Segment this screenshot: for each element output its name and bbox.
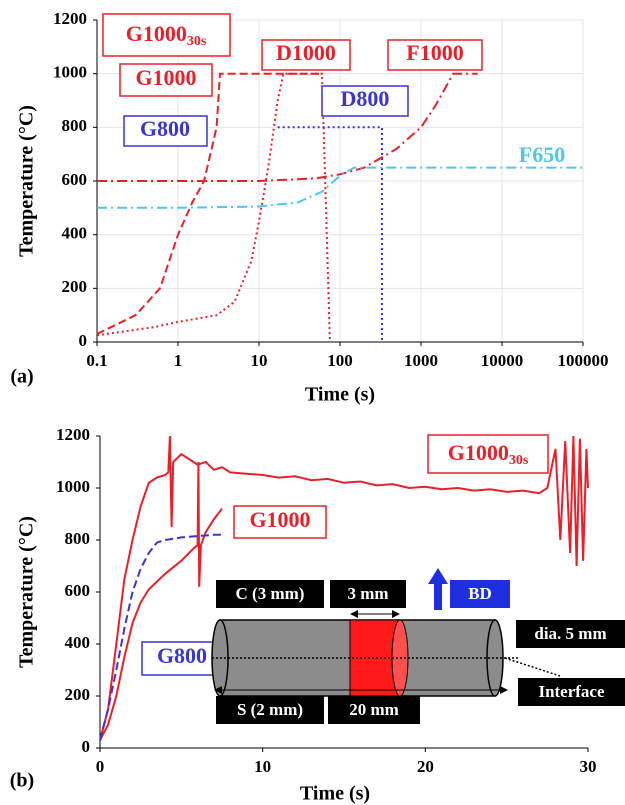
annotation: G800 xyxy=(140,116,190,141)
x-axis-label: Time (s) xyxy=(305,384,375,406)
inset-label: Interface xyxy=(538,682,605,701)
x-axis-label: Time (s) xyxy=(300,783,370,805)
annotation-box xyxy=(321,85,409,117)
annotation-box xyxy=(102,13,231,57)
y-tick-label: 1200 xyxy=(56,425,90,444)
x-tick-label: 100000 xyxy=(558,351,609,370)
y-tick-label: 600 xyxy=(65,581,91,600)
inset-label-box xyxy=(216,580,324,608)
annotation-box xyxy=(233,505,327,539)
annotation-text: G800 xyxy=(140,116,190,141)
inset-label-box xyxy=(330,580,406,608)
annotation: D800 xyxy=(341,86,390,111)
inset-label-box xyxy=(450,580,510,608)
annotation: G800 xyxy=(157,643,207,668)
annotation-text: F1000 xyxy=(406,40,463,65)
annotation-text: D800 xyxy=(341,86,390,111)
inset-label: C (3 mm) xyxy=(236,584,305,603)
inset-label-box xyxy=(516,620,625,648)
inset-label-box xyxy=(216,696,324,724)
panel-label: (b) xyxy=(10,770,34,792)
annotation-box xyxy=(427,434,549,474)
series-line xyxy=(99,533,222,741)
inset-label: BD xyxy=(468,584,492,603)
y-axis-label: Temperature (°C) xyxy=(16,516,38,668)
annotation: G100030s xyxy=(448,440,529,468)
annotation-text: G1000 xyxy=(126,21,187,46)
panel-label: (a) xyxy=(10,366,33,388)
bd-arrow xyxy=(428,568,448,610)
annotation-sub: 30s xyxy=(509,453,529,468)
annotation: G1000 xyxy=(135,65,196,90)
annotation: D1000 xyxy=(276,40,336,65)
annotation-box xyxy=(119,63,213,97)
inset-label-box xyxy=(328,696,420,724)
inset-label-box xyxy=(518,678,625,706)
annotation: F650 xyxy=(519,142,565,167)
annotation-box xyxy=(123,115,208,147)
x-tick-label: 20 xyxy=(417,757,434,776)
y-tick-label: 1000 xyxy=(56,477,90,496)
x-tick-label: 1000 xyxy=(404,351,438,370)
x-tick-label: 0.1 xyxy=(86,351,107,370)
y-axis-label: Temperature (°C) xyxy=(16,105,38,257)
x-tick-label: 100 xyxy=(327,351,353,370)
annotation: F1000 xyxy=(406,40,463,65)
annotation-text: G800 xyxy=(157,643,207,668)
annotation-text: F650 xyxy=(519,142,565,167)
y-tick-label: 200 xyxy=(65,685,91,704)
series-line xyxy=(96,72,319,335)
x-tick-label: 30 xyxy=(580,757,597,776)
series-line xyxy=(97,72,478,182)
y-tick-label: 400 xyxy=(62,224,88,243)
series-line xyxy=(277,126,383,342)
inset-label: 20 mm xyxy=(349,700,399,719)
annotation: G1000 xyxy=(249,507,310,532)
y-tick-label: 0 xyxy=(79,331,88,350)
y-tick-label: 0 xyxy=(82,737,91,756)
annotation-text: D1000 xyxy=(276,40,336,65)
chart-panel: 0 200 400 600 800 1000 1200 0 10 20 30 Time (s) Temp… xyxy=(10,425,625,805)
inset-label: 3 mm xyxy=(347,584,388,603)
x-tick-label: 10 xyxy=(251,351,268,370)
x-tick-label: 0 xyxy=(96,757,105,776)
annotation-box xyxy=(141,641,223,676)
inset-label: S (2 mm) xyxy=(237,700,303,719)
annotation: G100030s xyxy=(126,21,207,49)
y-tick-label: 400 xyxy=(65,633,91,652)
annotation-text: G1000 xyxy=(448,440,509,465)
series-line xyxy=(97,166,583,209)
y-tick-label: 200 xyxy=(62,277,88,296)
y-tick-label: 800 xyxy=(62,116,88,135)
annotation-box xyxy=(261,39,351,71)
inset-label: dia. 5 mm xyxy=(534,624,606,643)
x-tick-label: 1 xyxy=(174,351,183,370)
annotation-text: G1000 xyxy=(249,507,310,532)
chart-panel: 0 200 400 600 800 1000 1200 0.1 1 10 100 1000 10000 1… xyxy=(10,9,608,406)
annotation-sub: 30s xyxy=(187,34,207,49)
y-tick-label: 1200 xyxy=(53,9,87,28)
series-line xyxy=(99,461,223,741)
series-line xyxy=(99,435,589,741)
x-tick-label: 10000 xyxy=(481,351,524,370)
inset-diagram: C (3 mm) 3 mm BD dia. 5 mm Interface S (2 mm)… xyxy=(211,568,625,724)
interface-pointer xyxy=(504,657,561,677)
y-tick-label: 800 xyxy=(65,529,91,548)
annotation-text: G1000 xyxy=(135,65,196,90)
y-tick-label: 600 xyxy=(62,170,88,189)
annotation-box xyxy=(387,39,483,71)
cylinder-end xyxy=(486,619,504,697)
x-tick-label: 10 xyxy=(254,757,271,776)
y-tick-label: 1000 xyxy=(53,63,87,82)
